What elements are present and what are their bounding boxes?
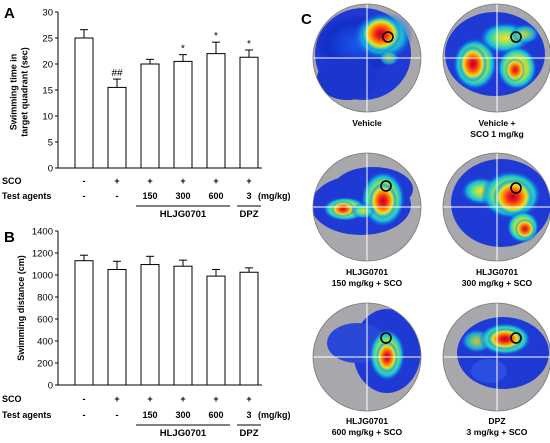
significance-mark: * xyxy=(181,44,185,55)
agents-row-label: Test agents xyxy=(2,410,51,420)
dose-label: 600 xyxy=(208,191,223,201)
y-tick-label: 25 xyxy=(42,33,53,44)
bar xyxy=(206,53,226,169)
dose-label: 3 xyxy=(246,191,251,201)
group-label: HLJG0701 xyxy=(160,209,207,220)
heatmap-caption-4-line-1: HLJG0701 xyxy=(476,267,518,277)
dose-label: - xyxy=(116,191,119,201)
bar xyxy=(239,56,259,169)
y-tick-label: 10 xyxy=(42,111,53,122)
group-label: DPZ xyxy=(240,209,259,220)
significance-mark: * xyxy=(247,39,251,50)
heatmap-hljg-600 xyxy=(312,302,422,412)
heatmap-caption-2-line-1: Vehicle + xyxy=(478,118,515,128)
sco-row-label: SCO xyxy=(2,176,22,186)
sco-row-label: SCO xyxy=(2,394,22,404)
chart-b: 0 200 400 600 800 1000 1200 1400 Swimming distan… xyxy=(2,226,291,439)
sco-condition: + xyxy=(147,394,152,404)
agents-row-label: Test agents xyxy=(2,191,51,201)
group-label: HLJG0701 xyxy=(160,428,207,439)
sco-condition: + xyxy=(180,176,185,186)
bar xyxy=(74,37,94,169)
y-axis-label: target quadrant (sec) xyxy=(20,47,30,137)
y-tick-label: 600 xyxy=(37,314,53,325)
significance-mark: ## xyxy=(111,68,123,79)
dose-label: 3 xyxy=(246,410,251,420)
sco-condition: + xyxy=(213,176,218,186)
bar xyxy=(173,265,193,386)
dose-label: 300 xyxy=(175,191,190,201)
bar xyxy=(107,86,127,169)
panel-c-heatmaps: Vehicle Vehicle + SCO 1 mg/kg HLJG0701 1… xyxy=(312,3,550,437)
heatmap-hljg-300 xyxy=(442,152,550,262)
heatmap-caption-5-line-2: 600 mg/kg + SCO xyxy=(332,427,403,437)
heatmap-caption-5-line-1: HLJG0701 xyxy=(346,416,388,426)
sco-condition: + xyxy=(114,394,119,404)
bar xyxy=(140,63,160,169)
dose-label: 150 xyxy=(142,410,157,420)
dose-label: 300 xyxy=(175,410,190,420)
heatmap-caption-3-line-1: HLJG0701 xyxy=(346,267,388,277)
y-tick-label: 20 xyxy=(42,59,53,70)
bar xyxy=(140,264,160,386)
sco-condition: - xyxy=(83,394,86,404)
sco-condition: - xyxy=(83,176,86,186)
sco-condition: + xyxy=(147,176,152,186)
sco-condition: + xyxy=(246,394,251,404)
dose-label: - xyxy=(116,410,119,420)
sco-condition: + xyxy=(114,176,119,186)
bar xyxy=(173,60,193,169)
significance-mark: * xyxy=(214,31,218,42)
heatmap-dpz xyxy=(442,302,550,412)
bar xyxy=(206,275,226,386)
y-tick-label: 800 xyxy=(37,292,53,303)
heatmap-caption-4-line-2: 300 mg/kg + SCO xyxy=(462,278,533,288)
y-tick-label: 200 xyxy=(37,358,53,369)
sco-condition: + xyxy=(246,176,251,186)
group-label: DPZ xyxy=(240,428,259,439)
bar xyxy=(239,271,259,386)
heatmap-vehicle xyxy=(312,3,422,113)
sco-condition: + xyxy=(180,394,185,404)
heatmap-hljg-150 xyxy=(312,152,422,262)
y-axis-label: Swimming time in xyxy=(9,54,19,131)
bar xyxy=(74,260,94,386)
dose-label: - xyxy=(83,191,86,201)
heatmap-caption-6-line-1: DPZ xyxy=(488,416,505,426)
y-tick-label: 0 xyxy=(48,380,53,391)
panel-b-letter: B xyxy=(4,229,15,246)
y-tick-label: 1400 xyxy=(32,226,53,237)
panel-c-letter: C xyxy=(301,11,312,28)
heatmap-caption-2-line-2: SCO 1 mg/kg xyxy=(470,129,523,139)
y-axis-label: Swimming distance (cm) xyxy=(16,255,26,361)
dose-label: - xyxy=(83,410,86,420)
y-tick-label: 5 xyxy=(48,137,53,148)
y-tick-label: 0 xyxy=(48,163,53,174)
y-tick-label: 1200 xyxy=(32,248,53,259)
y-tick-label: 400 xyxy=(37,336,53,347)
dose-label: 150 xyxy=(142,191,157,201)
heatmap-caption-3-line-2: 150 mg/kg + SCO xyxy=(332,278,403,288)
heatmap-caption-6-line-2: 3 mg/kg + SCO xyxy=(467,427,528,437)
dose-label: 600 xyxy=(208,410,223,420)
heatmap-caption-1-line-1: Vehicle xyxy=(352,118,382,128)
panel-a-letter: A xyxy=(4,5,15,22)
unit-label: (mg/kg) xyxy=(258,410,291,420)
y-tick-label: 1000 xyxy=(32,270,53,281)
heatmap-vehicle-sco xyxy=(442,3,550,113)
sco-condition: + xyxy=(213,394,218,404)
bar xyxy=(107,269,127,386)
unit-label: (mg/kg) xyxy=(258,191,291,201)
y-tick-label: 30 xyxy=(42,7,53,18)
y-tick-label: 15 xyxy=(42,85,53,96)
chart-a: 0 5 10 15 20 25 30 Swimming time in target quadr… xyxy=(2,7,291,220)
